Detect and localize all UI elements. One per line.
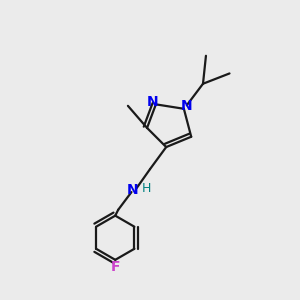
Text: H: H	[142, 182, 151, 195]
Text: N: N	[180, 99, 192, 113]
Text: F: F	[110, 260, 120, 274]
Text: N: N	[146, 95, 158, 109]
Text: N: N	[127, 183, 139, 197]
